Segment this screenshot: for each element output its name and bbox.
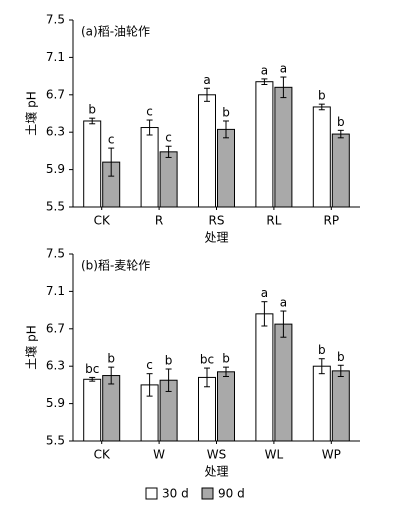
significance-letter: c <box>146 105 153 119</box>
y-axis-label: 土壤 pH <box>24 325 39 369</box>
y-tick-label: 6.7 <box>46 87 65 101</box>
bar <box>102 375 121 442</box>
x-tick-label: WP <box>322 448 341 462</box>
bar <box>331 133 350 208</box>
significance-letter: a <box>203 73 210 87</box>
y-tick-label: 6.3 <box>46 125 65 139</box>
legend-swatch <box>145 487 158 500</box>
panel-title: (a)稻-油轮作 <box>81 25 150 39</box>
bar <box>217 128 235 208</box>
x-axis-label: 处理 <box>204 465 228 479</box>
x-axis-label: 处理 <box>204 231 228 245</box>
y-tick-label: 7.5 <box>46 13 65 27</box>
y-tick-label: 5.9 <box>46 396 65 410</box>
significance-letter: b <box>88 103 96 117</box>
y-tick-label: 5.5 <box>46 434 65 448</box>
bar <box>312 365 331 442</box>
bar <box>255 81 274 208</box>
x-tick-label: CK <box>94 448 111 462</box>
significance-letter: b <box>318 89 326 103</box>
bar <box>255 313 274 442</box>
significance-letter: a <box>261 63 268 77</box>
significance-letter: b <box>107 352 115 366</box>
significance-letter: bc <box>200 353 214 367</box>
panel-title: (b)稻-麦轮作 <box>81 259 150 273</box>
significance-letter: a <box>261 286 268 300</box>
y-tick-label: 5.5 <box>46 200 65 214</box>
x-tick-label: W <box>153 448 165 462</box>
y-tick-label: 7.1 <box>46 50 65 64</box>
x-tick-label: RS <box>209 214 225 228</box>
bar <box>217 371 235 442</box>
legend-label: 30 d <box>162 487 189 501</box>
significance-letter: c <box>108 133 115 147</box>
legend-label: 90 d <box>218 487 245 501</box>
significance-letter: c <box>165 131 172 145</box>
y-tick-label: 5.9 <box>46 162 65 176</box>
significance-letter: b <box>222 105 230 119</box>
bar <box>312 106 331 208</box>
significance-letter: a <box>280 62 287 76</box>
bar <box>140 127 159 208</box>
bar <box>274 323 293 442</box>
y-axis-label: 土壤 pH <box>24 91 39 135</box>
significance-letter: b <box>337 115 345 129</box>
significance-letter: b <box>337 350 345 364</box>
x-tick-label: WS <box>207 448 226 462</box>
bar <box>83 378 102 442</box>
x-tick-label: WL <box>265 448 284 462</box>
bar <box>274 86 293 208</box>
significance-letter: b <box>318 343 326 357</box>
legend-swatch <box>201 487 214 500</box>
significance-letter: bc <box>85 362 99 376</box>
bar <box>198 94 216 208</box>
bar <box>83 120 102 208</box>
y-tick-label: 6.7 <box>46 321 65 335</box>
y-tick-label: 6.3 <box>46 359 65 373</box>
x-tick-label: R <box>155 214 163 228</box>
bar <box>159 151 178 208</box>
x-tick-label: CK <box>94 214 111 228</box>
significance-letter: c <box>146 358 153 372</box>
y-tick-label: 7.1 <box>46 284 65 298</box>
y-tick-label: 7.5 <box>46 247 65 261</box>
x-tick-label: RL <box>266 214 281 228</box>
significance-letter: b <box>222 352 230 366</box>
significance-letter: b <box>165 354 173 368</box>
bar <box>331 370 350 442</box>
x-tick-label: RP <box>324 214 340 228</box>
significance-letter: a <box>280 296 287 310</box>
